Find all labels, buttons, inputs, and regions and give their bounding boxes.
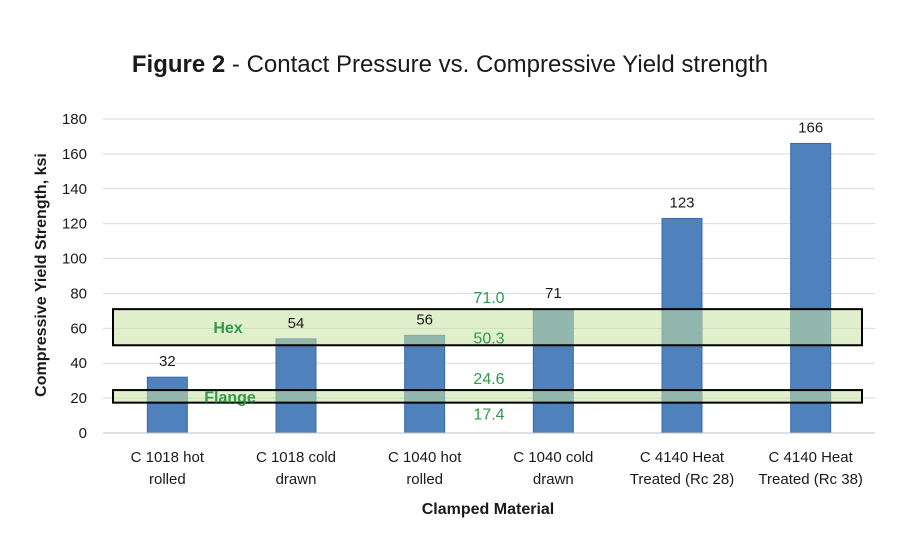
x-tick-label-line: drawn: [276, 471, 317, 488]
bar-data-label: 123: [669, 194, 694, 211]
x-tick-label: C 1040 cold drawn: [513, 449, 593, 488]
bar-data-label: 166: [798, 119, 823, 136]
chart-title: Figure 2 - Contact Pressure vs. Compress…: [132, 51, 768, 78]
bar-data-label: 32: [159, 353, 176, 370]
bar: [275, 338, 317, 434]
bar: [404, 334, 446, 434]
x-axis-title: Clamped Material: [422, 501, 554, 518]
y-tick-label: 20: [70, 390, 87, 407]
x-tick-label: C 1040 hot rolled: [388, 449, 462, 488]
y-tick-label: 140: [62, 181, 87, 198]
y-tick-label: 80: [70, 285, 87, 302]
chart-title-bold: Figure 2: [132, 51, 225, 78]
x-tick-label: C 1018 hot rolled: [131, 449, 205, 488]
bar-data-label: 71: [545, 285, 562, 302]
band-upper-value: 24.6: [473, 371, 504, 388]
x-tick-label-line: Treated (Rc 28): [630, 471, 734, 488]
x-tick-label-line: C 4140 Heat: [640, 449, 725, 466]
x-tick-label-line: C 1040 hot: [388, 449, 462, 466]
band-label: Flange: [204, 389, 256, 406]
x-tick-label-line: rolled: [406, 471, 443, 488]
y-tick-label: 40: [70, 355, 87, 372]
band-upper-value: 71.0: [473, 290, 504, 307]
bar-data-label: 54: [288, 315, 305, 332]
data-labels: 32 54 56 71 123 166: [159, 119, 823, 370]
bar: [146, 376, 188, 434]
bands: Hex 71.0 50.3 Flange 24.6 17.4: [112, 290, 863, 424]
y-tick-label: 120: [62, 216, 87, 233]
band-lower-value: 50.3: [473, 330, 504, 347]
x-tick-label: C 4140 Heat Treated (Rc 38): [758, 449, 862, 488]
bar-data-label: 56: [416, 311, 433, 328]
y-axis: 0 20 40 60 80 100 120 140 160 180: [62, 111, 87, 442]
bar: [790, 142, 832, 434]
x-axis: C 1018 hot rolled C 1018 cold drawn C 1040 h…: [103, 432, 875, 488]
y-tick-label: 60: [70, 320, 87, 337]
band-lower-value: 17.4: [473, 407, 504, 424]
x-tick-label-line: drawn: [533, 471, 574, 488]
x-tick-label-line: Treated (Rc 38): [758, 471, 862, 488]
x-tick-label-line: rolled: [149, 471, 186, 488]
x-tick-label-line: C 1040 cold: [513, 449, 593, 466]
x-tick-label: C 1018 cold drawn: [256, 449, 336, 488]
band-label: Hex: [213, 320, 242, 337]
x-tick-label-line: C 1018 cold: [256, 449, 336, 466]
y-tick-label: 180: [62, 111, 87, 128]
x-tick-label: C 4140 Heat Treated (Rc 28): [630, 449, 734, 488]
y-tick-label: 100: [62, 251, 87, 268]
x-tick-label-line: C 4140 Heat: [769, 449, 854, 466]
y-tick-label: 160: [62, 146, 87, 163]
band-hex: [112, 308, 863, 347]
y-tick-label: 0: [79, 425, 87, 442]
x-tick-label-line: C 1018 hot: [131, 449, 205, 466]
y-axis-title: Compressive Yield Strength, ksi: [33, 153, 50, 397]
band-flange: [112, 389, 863, 404]
chart-title-rest: - Contact Pressure vs. Compressive Yield…: [225, 51, 768, 78]
